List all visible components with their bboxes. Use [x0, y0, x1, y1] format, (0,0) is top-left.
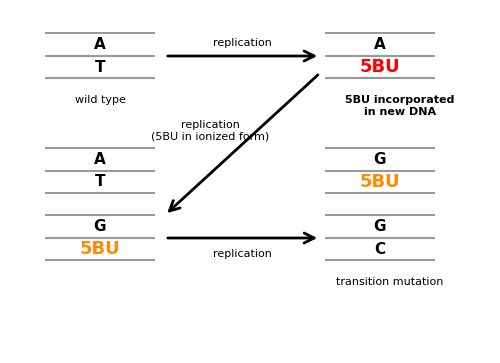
Text: 5BU incorporated
in new DNA: 5BU incorporated in new DNA: [346, 95, 455, 117]
Text: G: G: [374, 219, 386, 234]
Text: wild type: wild type: [74, 95, 126, 105]
Text: transition mutation: transition mutation: [336, 277, 444, 287]
Text: T: T: [95, 60, 105, 74]
Text: 5BU: 5BU: [360, 58, 401, 76]
Text: replication: replication: [212, 249, 272, 259]
Text: T: T: [95, 175, 105, 189]
Text: G: G: [94, 219, 106, 234]
Text: A: A: [94, 152, 106, 167]
Text: A: A: [94, 37, 106, 52]
Text: replication: replication: [212, 38, 272, 48]
Text: G: G: [374, 152, 386, 167]
Text: A: A: [374, 37, 386, 52]
Text: C: C: [374, 241, 386, 257]
Text: 5BU: 5BU: [360, 173, 401, 191]
Text: replication
(5BU in ionized form): replication (5BU in ionized form): [151, 120, 269, 142]
Text: 5BU: 5BU: [80, 240, 120, 258]
